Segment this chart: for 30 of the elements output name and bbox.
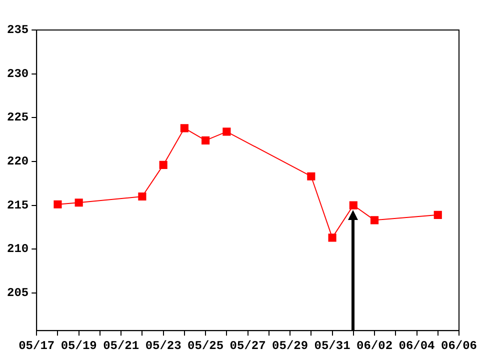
x-tick-label: 05/19 xyxy=(60,338,97,353)
point xyxy=(434,210,442,219)
y-tick-label: 225 xyxy=(6,110,29,125)
y-tick-label: 235 xyxy=(6,23,29,38)
point xyxy=(349,201,358,210)
point xyxy=(74,198,83,207)
point xyxy=(54,200,62,208)
x-tick-label: 05/23 xyxy=(145,338,182,353)
x-tick-label: 06/02 xyxy=(356,338,393,353)
point xyxy=(307,172,316,180)
y-tick-label: 215 xyxy=(6,198,29,212)
x-tick-label: 05/17 xyxy=(18,338,55,353)
x-tick-label: 06/04 xyxy=(398,338,435,353)
x-tick-label: 05/21 xyxy=(103,338,140,353)
y-tick-label: 205 xyxy=(6,286,29,300)
point xyxy=(222,128,231,136)
point xyxy=(328,234,336,242)
point xyxy=(202,136,210,144)
y-tick-label: 220 xyxy=(6,154,29,168)
point xyxy=(159,160,168,169)
x-tick-label: 06/06 xyxy=(440,338,478,353)
point xyxy=(370,216,379,224)
x-tick-label: 05/25 xyxy=(188,338,224,353)
x-tick-label: 05/31 xyxy=(314,338,350,353)
point xyxy=(138,192,146,201)
y-tick-label: 210 xyxy=(6,242,29,256)
y-tick-label: 230 xyxy=(6,66,29,81)
point xyxy=(180,124,188,132)
x-tick-label: 05/29 xyxy=(272,338,308,353)
x-tick-label: 05/27 xyxy=(230,338,266,353)
